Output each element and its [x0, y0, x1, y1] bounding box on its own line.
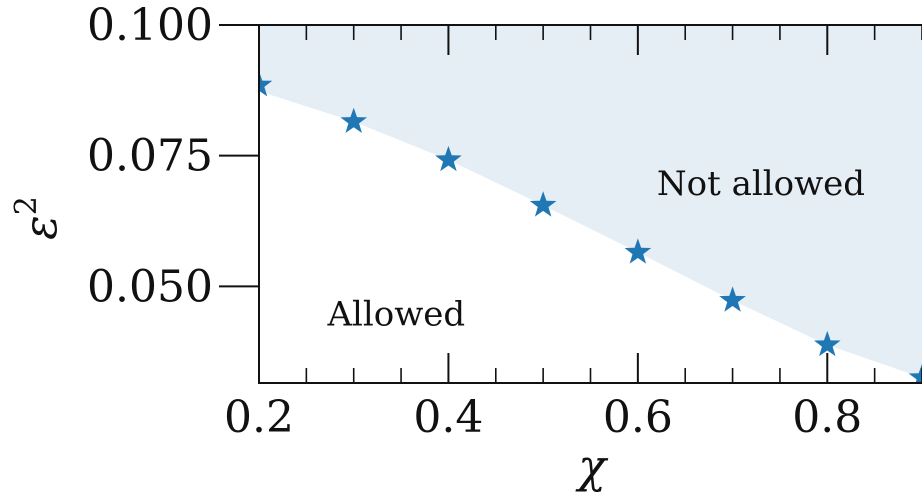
not-allowed-label: Not allowed	[657, 164, 865, 204]
plot-area	[259, 25, 922, 383]
data-point-star	[259, 71, 273, 97]
x-axis-label: χ	[575, 439, 609, 492]
data-point-star	[719, 286, 746, 312]
data-markers	[259, 71, 922, 383]
x-tick-label: 0.4	[413, 392, 483, 443]
plot-frame	[258, 24, 922, 384]
x-tick-label: 0.8	[792, 392, 862, 443]
tick-labels: 0.2 0.4 0.6 0.8 0.050 0.075 0.100	[87, 0, 862, 443]
data-point-star	[529, 191, 557, 217]
y-axis-label-group: ε2	[9, 196, 67, 240]
data-point-star	[813, 330, 841, 357]
data-point-star	[435, 145, 462, 172]
y-tick-label: 0.050	[87, 261, 213, 312]
allowed-label: Allowed	[326, 295, 465, 335]
data-point-star	[908, 363, 922, 383]
region-annotations: Not allowed Allowed	[326, 164, 865, 335]
y-tick-label: 0.100	[87, 0, 213, 51]
not-allowed-region	[259, 25, 922, 378]
data-point-star	[624, 238, 652, 264]
y-axis-label: ε2	[9, 196, 67, 240]
data-point-star	[340, 107, 368, 134]
y-axis-label-symbol: ε	[13, 215, 67, 240]
x-tick-label: 0.6	[603, 392, 673, 443]
y-tick-label: 0.075	[87, 131, 213, 182]
y-axis-label-exponent: 2	[9, 196, 44, 215]
x-tick-label: 0.2	[224, 392, 294, 443]
